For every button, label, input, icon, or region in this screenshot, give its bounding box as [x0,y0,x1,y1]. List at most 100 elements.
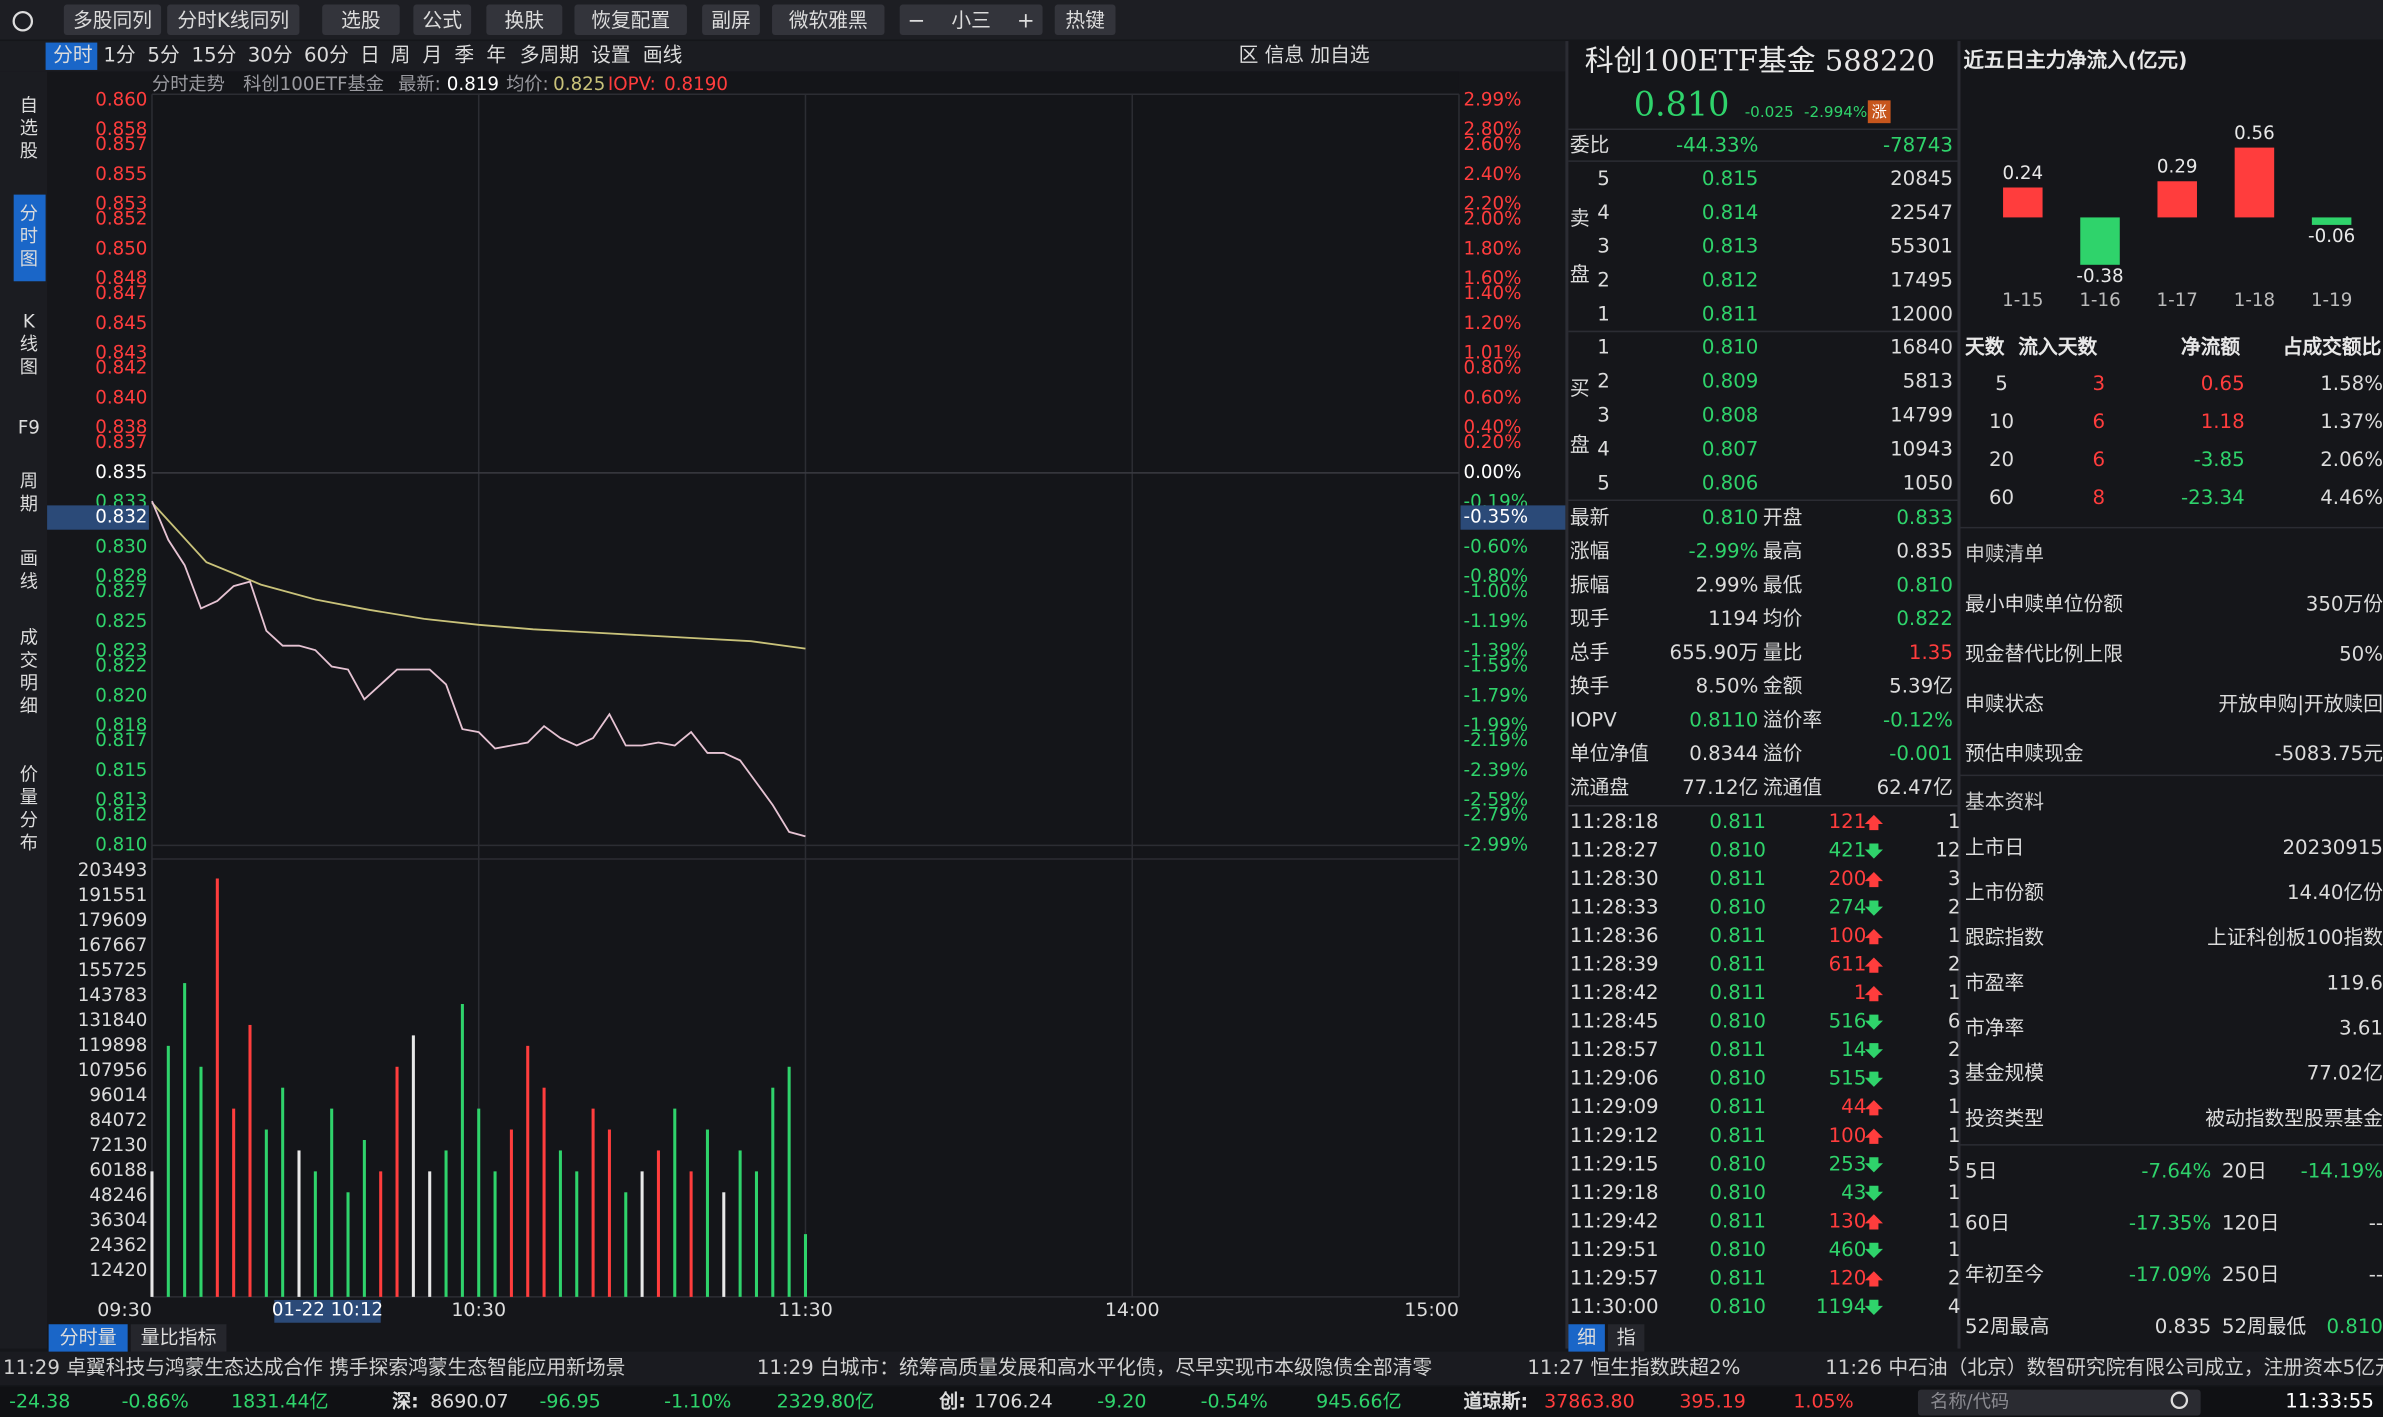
tick-price: 0.811 [1709,924,1766,947]
period-tab[interactable]: 设置 [591,44,631,67]
toolbar-button[interactable] [1054,4,1116,35]
tick-count: 1 [1948,1124,1961,1147]
toolbar-button-label[interactable]: 选股 [341,9,381,32]
level: 1 [1597,336,1610,359]
search-icon[interactable] [2170,1391,2189,1410]
period-tab[interactable]: 15分 [191,44,236,67]
toolbar-button-label[interactable]: 微软雅黑 [789,9,868,32]
news-item[interactable]: 11:26 中石油（北京）数智研究院有限公司成立，注册资本5亿元 [1825,1356,2383,1379]
price-axis-label: 0.855 [95,164,147,185]
side-tab[interactable]: F9 [18,418,40,439]
period-tab[interactable]: 分时 [53,44,93,67]
label: -5083.75元 [2274,742,2383,765]
sub-tab-label[interactable]: 量比指标 [141,1326,217,1348]
side-tab[interactable]: 价量分布 [20,764,38,853]
sub-tab-label[interactable]: 分时量 [60,1326,117,1348]
side-tab[interactable]: 自选股 [20,95,38,162]
side-tab[interactable]: 周期 [20,471,38,515]
tick-count: 1 [1948,1238,1961,1261]
tick-time: 11:28:45 [1570,1010,1659,1033]
plus-icon[interactable]: + [1017,8,1035,33]
toolbar-button[interactable] [772,4,885,35]
label: 0.8190 [664,74,728,95]
detail-tab[interactable] [1568,1324,1605,1352]
toolbar-button-label[interactable]: 换肤 [505,9,545,32]
tick-volume: 200 [1829,867,1867,890]
index-quote: -9.20 [1097,1390,1146,1412]
period-tab[interactable]: 30分 [248,44,293,67]
flow-value-label: -0.38 [2076,266,2123,287]
label: 1.37% [2320,410,2383,433]
volume-axis-label: 119898 [78,1035,148,1056]
side-tab[interactable]: 画线 [20,548,38,592]
toolbar-button[interactable] [322,4,400,35]
toolbar-button[interactable] [486,4,563,35]
label: 基金规模 [1965,1062,2044,1085]
search-placeholder[interactable]: 名称/代码 [1930,1392,2009,1413]
side-tab[interactable]: 成交明细 [20,628,38,717]
detail-tab-label[interactable]: 指 [1617,1326,1636,1348]
pct-axis-label: 0.60% [1464,387,1522,408]
price-axis-label: 0.818 [95,715,147,736]
chart-tools[interactable]: 区 信息 加自选 [1239,44,1370,67]
volume-axis-label: 12420 [89,1260,147,1281]
label: 0.8344 [1689,742,1758,765]
pct-axis-label: -2.99% [1464,834,1529,855]
toolbar-button[interactable] [702,4,760,35]
news-item[interactable]: 11:27 恒生指数跌超2% [1527,1356,1740,1379]
label: 0.810 [1702,506,1759,529]
quote-price: 0.810 [1634,84,1730,123]
toolbar-button-label[interactable]: 分时K线同列 [177,9,289,32]
news-item[interactable]: 11:29 白城市：统筹高质量发展和高水平化债，尽早实现市本级隐债全部清零 [757,1356,1433,1379]
toolbar-button[interactable] [63,4,162,35]
period-tab[interactable]: 月 [422,44,442,67]
toolbar-button-label[interactable]: 热键 [1065,9,1105,32]
tick-arrow [1864,1071,1883,1087]
toolbar-button-label[interactable]: 恢复配置 [591,9,670,32]
period-tab[interactable]: 季 [454,44,474,67]
period-tab[interactable]: 60分 [304,44,349,67]
side-tab[interactable]: 分时图 [20,203,38,270]
volume-bar [705,1129,709,1297]
index-quote: -0.86% [122,1390,189,1412]
tick-time: 11:28:36 [1570,924,1659,947]
side-tab[interactable]: K 线图 [20,311,38,378]
tick-volume: 100 [1829,1124,1867,1147]
index-quote: 37863.80 [1544,1390,1635,1412]
label: 最新: [398,74,441,95]
cursor-pct-box [1460,505,1566,530]
tick-price: 0.810 [1709,839,1766,862]
sub-tab[interactable] [130,1324,227,1352]
toolbar-button[interactable] [574,4,687,35]
period-tab[interactable]: 1分 [103,44,135,67]
search-box[interactable] [1917,1389,2201,1416]
avg-line [151,502,806,650]
toolbar-button-label[interactable]: 副屏 [711,9,751,32]
tick-count: 1 [1948,1181,1961,1204]
period-tab[interactable]: 5分 [147,44,179,67]
toolbar-button-label[interactable]: 多股同列 [73,9,152,32]
period-tab[interactable]: 年 [486,44,506,67]
detail-tab[interactable] [1607,1324,1645,1352]
minus-icon[interactable]: − [908,8,926,33]
period-tab[interactable]: 日 [360,44,380,67]
tick-count: 1 [1948,924,1961,947]
detail-tab-label[interactable]: 细 [1577,1326,1596,1348]
volume-axis-label: 203493 [78,860,148,881]
volume-bar [722,1192,726,1297]
toolbar-button-label[interactable]: 公式 [422,9,462,32]
toolbar-button[interactable] [167,4,300,35]
period-tab[interactable]: 周 [391,44,411,67]
quote-change: -0.025 [1745,103,1794,121]
period-tab[interactable]: 多周期 [520,44,579,67]
toolbar-button-label[interactable]: 小三 [951,9,991,32]
label: 0.833 [1896,506,1953,529]
toolbar-button[interactable] [899,4,1043,35]
sub-tab[interactable] [48,1324,128,1352]
toolbar-button[interactable] [413,4,472,35]
news-item[interactable]: 11:29 卓翼科技与鸿蒙生态达成合作 携手探索鸿蒙生态智能应用新场景 [3,1356,625,1379]
index-quote: 1.05% [1793,1390,1853,1412]
tick-price: 0.810 [1709,1238,1766,1261]
label: 4.46% [2320,486,2383,509]
period-tab[interactable]: 画线 [643,44,683,67]
